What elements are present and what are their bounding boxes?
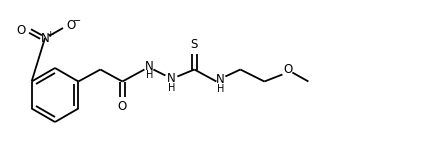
Text: N: N: [167, 72, 176, 85]
Text: H: H: [167, 82, 175, 93]
Text: +: +: [46, 30, 54, 39]
Text: −: −: [73, 16, 81, 26]
Text: O: O: [283, 63, 292, 76]
Text: O: O: [66, 19, 75, 32]
Text: N: N: [145, 60, 153, 73]
Text: H: H: [216, 84, 224, 93]
Text: O: O: [118, 100, 127, 113]
Text: O: O: [16, 24, 26, 37]
Text: N: N: [40, 32, 49, 45]
Text: N: N: [216, 73, 224, 86]
Text: H: H: [145, 69, 153, 80]
Text: S: S: [190, 38, 198, 51]
